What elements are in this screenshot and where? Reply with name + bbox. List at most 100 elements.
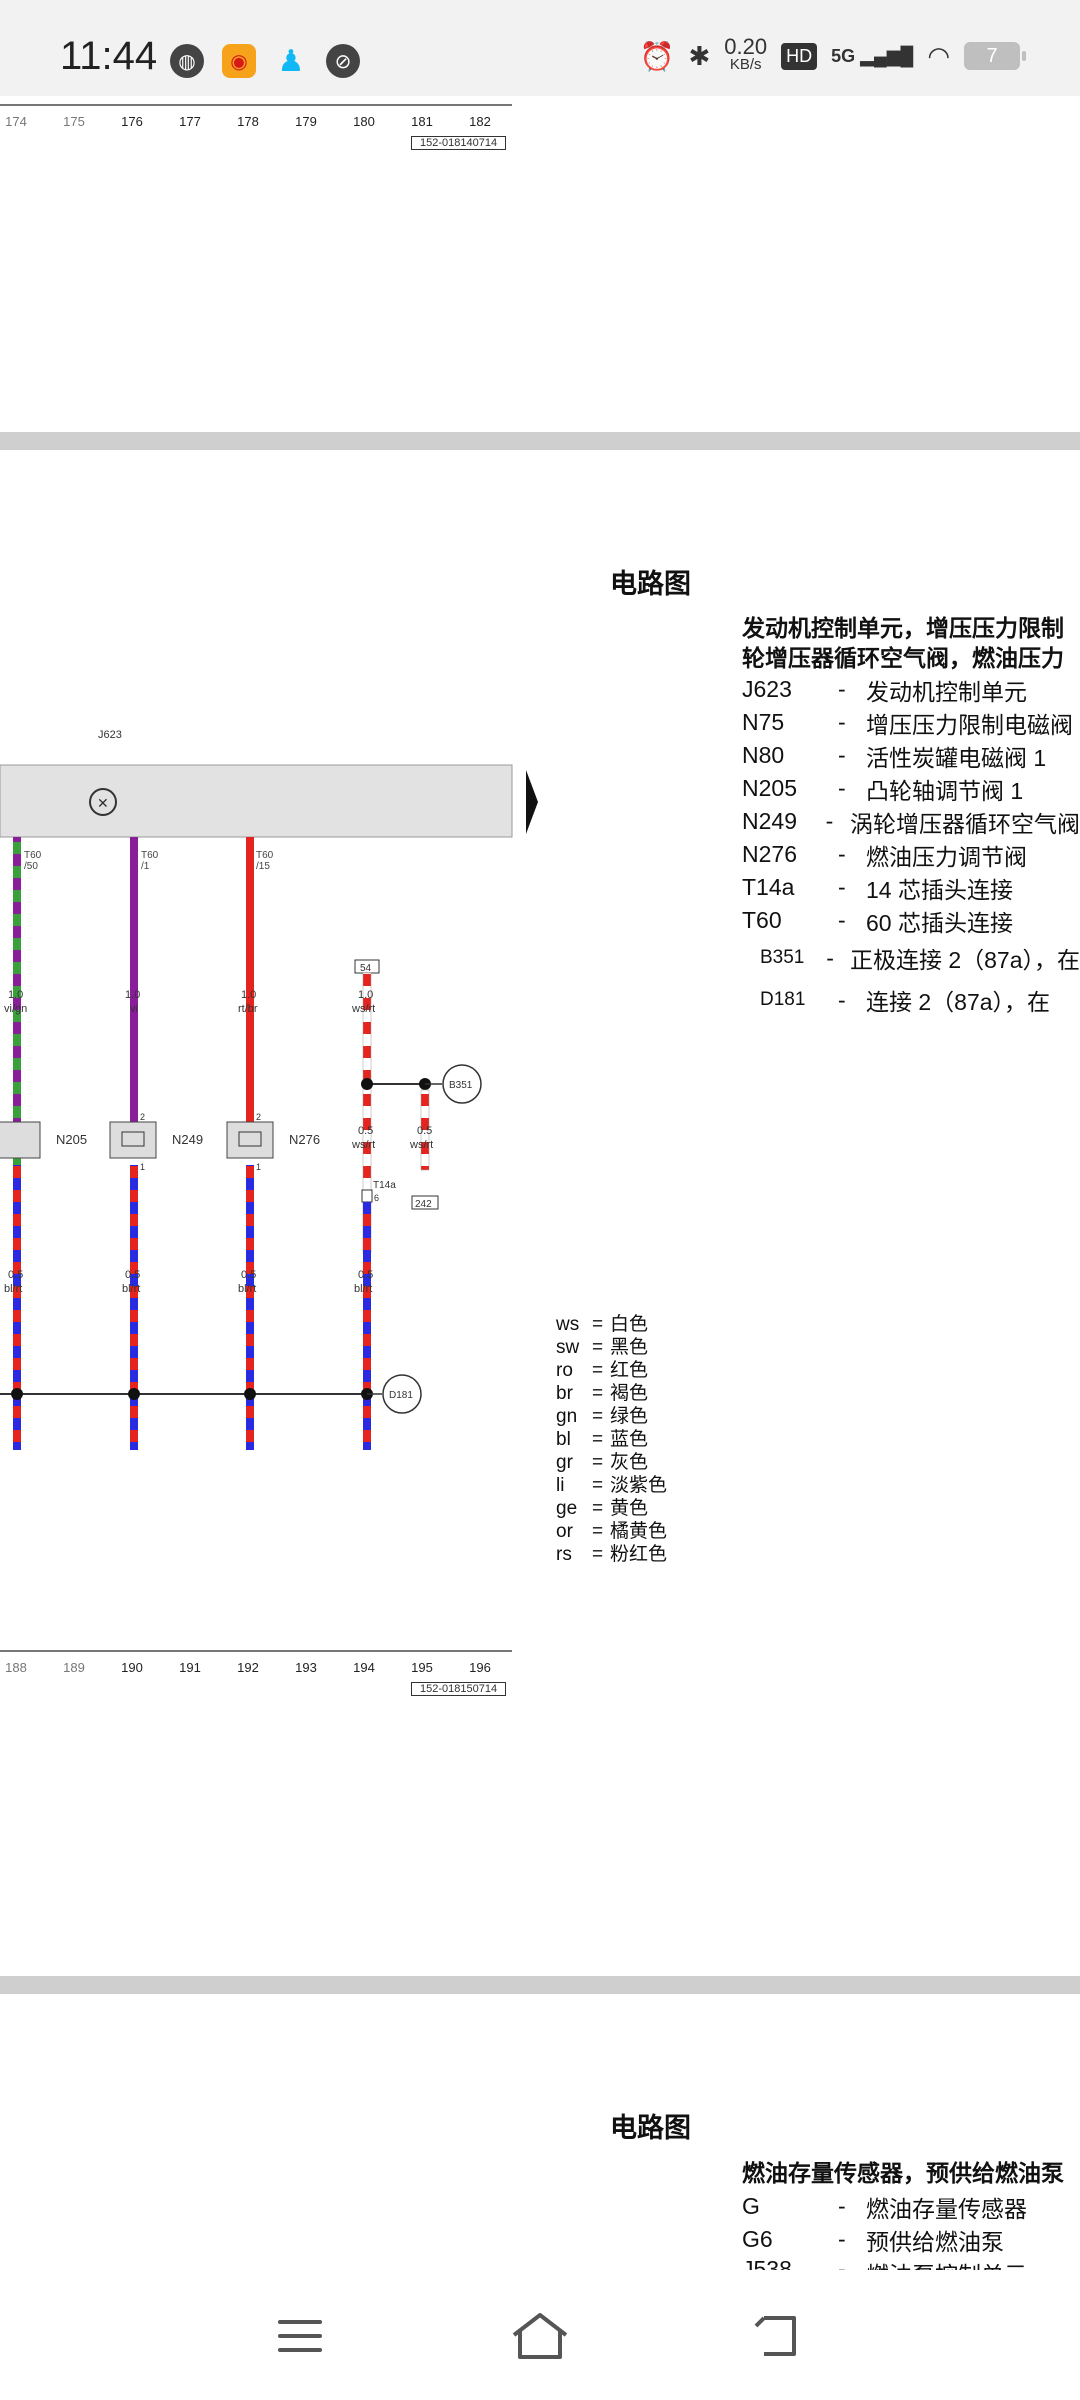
svg-text:B351: B351 (449, 1080, 473, 1091)
svg-text:1: 1 (140, 1162, 145, 1172)
legend-row: J623- 发动机控制单元 (742, 676, 1027, 705)
svg-text:0.5: 0.5 (358, 1125, 373, 1137)
back-icon (754, 2316, 796, 2356)
svg-text:0.5: 0.5 (8, 1269, 23, 1281)
svg-text:1: 1 (256, 1162, 261, 1172)
n249-body (109, 1121, 157, 1159)
home-icon (512, 2313, 568, 2359)
svg-text:bl/rt: bl/rt (122, 1283, 140, 1295)
color-row: or = 橘黄色 (556, 1521, 668, 1542)
legend-row: N80- 活性炭罐电磁阀 1 (742, 742, 1047, 771)
legend-row: D181- 连接 2（87a），在 (760, 986, 1051, 1016)
svg-text:ws/rt: ws/rt (351, 1003, 375, 1015)
svg-text:D181: D181 (389, 1390, 413, 1401)
legend-row: N75- 增压压力限制电磁阀 (742, 709, 1073, 738)
notification-icons: ◍ ◉ ♟ ⊘ (170, 44, 360, 78)
wire-color-legend: ws = 白色 sw = 黑色 ro = 红色 br = 褐色 gn = 绿色 bl = 蓝色 gr = 灰… (556, 1313, 667, 1566)
n249-label: N249 (172, 1132, 203, 1147)
svg-text:rt/br: rt/br (238, 1003, 258, 1015)
back-button[interactable] (740, 2304, 820, 2368)
menu-icon (278, 2320, 322, 2352)
svg-text:T14a: T14a (373, 1180, 396, 1191)
color-row: gn = 绿色 (556, 1406, 649, 1427)
j623-box (0, 764, 513, 838)
navigation-bar (0, 2272, 1080, 2400)
page-title: 电路图 (610, 569, 691, 599)
svg-text:bl/rt: bl/rt (4, 1283, 22, 1295)
doc-page-3: 电路图 燃油存量传感器，预供给燃油泵 G - 燃油存量传感器 G6- 预供给燃油泵 J… (0, 1994, 1080, 2272)
wire-3-upper (246, 837, 254, 1122)
svg-text:✕: ✕ (97, 795, 109, 811)
svg-text:ws/rt: ws/rt (409, 1139, 433, 1151)
component-legend: G-燃油存量传感器 G6-预供给燃油泵 J538-燃油泵控制单元 (742, 2190, 1080, 2270)
wire-1-upper (13, 837, 21, 1167)
color-row: bl = 蓝色 (556, 1429, 649, 1450)
n205-body (0, 1121, 41, 1159)
color-row: ge = 黄色 (556, 1498, 649, 1519)
svg-text:0.5: 0.5 (241, 1269, 256, 1281)
wire-3-lower (246, 1165, 254, 1450)
page-separator (0, 1976, 1080, 1994)
clock: 11:44 (60, 34, 158, 78)
b351-node (442, 1064, 482, 1104)
signal-icon: 5G ▂▄▆█ (831, 45, 914, 66)
hd-icon: HD (781, 42, 818, 70)
wire-1-color: vi/gn (4, 1003, 27, 1015)
color-row: li = 淡紫色 (556, 1475, 668, 1496)
svg-text:0.5: 0.5 (125, 1269, 140, 1281)
wire-1-lower (13, 1165, 21, 1450)
wire-1-gauge: 1.0 (8, 989, 23, 1001)
svg-text:2: 2 (256, 1112, 261, 1122)
alarm-icon: ⏰ (639, 40, 675, 72)
legend-row: N276- 燃油压力调节阀 (742, 841, 1027, 870)
link-icon: ⊘ (326, 44, 360, 78)
wire-2-lower (130, 1165, 138, 1450)
page-title: 电路图 (610, 2113, 691, 2143)
color-row: ro = 红色 (556, 1360, 649, 1381)
circuit-diagram: J623 ✕ T60/50 1.0 vi/gn N205 0.5 bl/rt T… (0, 729, 538, 1450)
status-bar: 11:44 ◍ ◉ ♟ ⊘ ⏰ ✱ 0.20 KB/s HD 5G ▂▄▆█ ◠… (0, 0, 1080, 96)
home-button[interactable] (500, 2304, 580, 2368)
legend-row: N249- 涡轮增压器循环空气阀 (742, 808, 1080, 837)
legend-row: N205- 凸轮轴调节阀 1 (742, 775, 1024, 804)
net-speed: 0.20 KB/s (724, 34, 768, 74)
svg-text:1.0: 1.0 (358, 989, 373, 1001)
qq-icon: ♟ (277, 44, 305, 78)
color-row: ws = 白色 (556, 1314, 649, 1335)
svg-text:6: 6 (374, 1193, 379, 1203)
svg-text:ws/rt: ws/rt (351, 1139, 375, 1151)
menu-button[interactable] (260, 2304, 340, 2368)
legend-title: 燃油存量传感器，预供给燃油泵 (742, 2160, 1064, 2186)
svg-text:242: 242 (415, 1199, 432, 1210)
legend-row: G - 燃油存量传感器 (742, 2193, 1027, 2222)
bluetooth-icon: ✱ (688, 40, 711, 71)
weibo-icon: ◉ (222, 44, 256, 78)
legend-row: J538-燃油泵控制单元 (742, 2256, 1027, 2270)
doc-page-2: 电路图 发动机控制单元，增压压力限制 轮增压器循环空气阀，燃油压力 J623- 发… (0, 450, 1080, 1976)
svg-text:vi: vi (130, 1003, 138, 1015)
svg-text:1.0: 1.0 (241, 989, 256, 1001)
page-separator (0, 432, 1080, 450)
doc-code: 152-018150714 (411, 1682, 507, 1696)
doc-page-1: 174 175 176 177 178 179 180 181 182 152-… (0, 96, 1080, 434)
j623-label: J623 (98, 729, 122, 741)
color-row: br = 褐色 (556, 1383, 649, 1404)
n276-body (226, 1121, 274, 1159)
svg-text:bl/rt: bl/rt (238, 1283, 256, 1295)
d181-node (382, 1374, 422, 1414)
legend-title: 发动机控制单元，增压压力限制 轮增压器循环空气阀，燃油压力 (742, 615, 1064, 671)
wire-1-top: T60/50 (24, 850, 42, 872)
legend-row: T14a -14 芯插头连接 (742, 874, 1013, 903)
svg-text:0.5: 0.5 (417, 1125, 432, 1137)
legend-row: B351- 正极连接 2（87a），在 (760, 944, 1080, 974)
svg-text:54: 54 (360, 963, 372, 974)
svg-text:bl/rt: bl/rt (354, 1283, 372, 1295)
svg-text:1.0: 1.0 (125, 989, 140, 1001)
globe-icon: ◍ (170, 44, 204, 78)
component-legend: J623- 发动机控制单元 N75- 增压压力限制电磁阀 N80- 活性炭罐电磁阀 1… (742, 673, 1080, 1021)
color-row: rs = 粉红色 (556, 1544, 668, 1565)
n205-label: N205 (56, 1132, 87, 1147)
wire-2-top: T60/1 (141, 850, 159, 872)
legend-row: T60-60 芯插头连接 (742, 907, 1013, 936)
doc-code: 152-018140714 (411, 136, 507, 150)
